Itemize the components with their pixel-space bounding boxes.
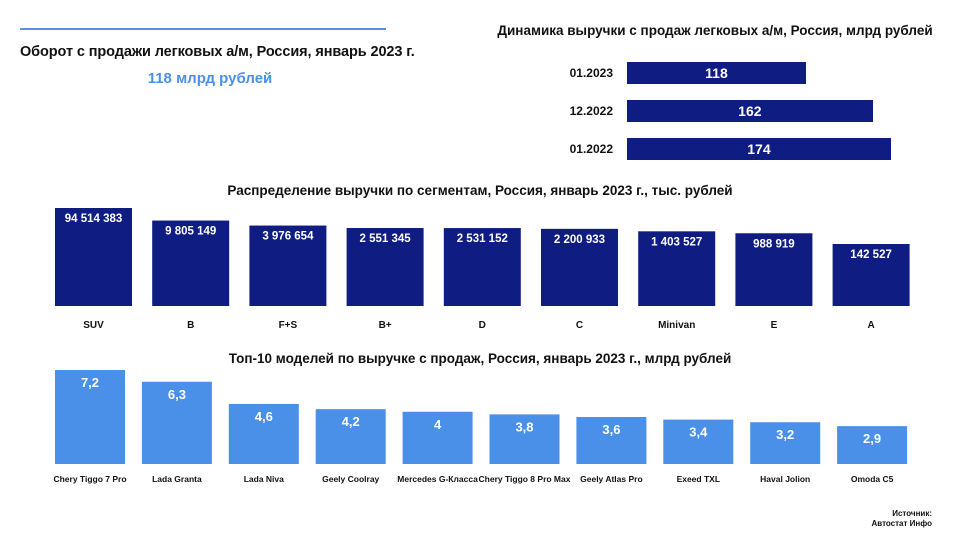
model-value-6: 3,6	[602, 422, 620, 437]
segment-label-3: B+	[379, 320, 392, 331]
segment-value-8: 142 527	[850, 249, 892, 261]
model-bar-9	[837, 426, 908, 464]
segment-bar-1	[152, 220, 230, 306]
segment-label-4: D	[479, 320, 486, 331]
top-models-title: Топ-10 моделей по выручке с продаж, Росс…	[228, 351, 732, 366]
segment-label-2: F+S	[279, 320, 298, 331]
header-accent-line	[20, 28, 386, 30]
segment-bar-2	[249, 225, 327, 306]
model-value-2: 4,6	[255, 409, 273, 424]
dynamics-label-0: 01.2023	[569, 66, 613, 80]
model-label-9: Omoda C5	[851, 474, 894, 484]
model-label-1: Lada Granta	[152, 474, 202, 484]
segment-value-6: 1 403 527	[651, 236, 702, 248]
segment-bar-6	[638, 231, 716, 306]
segment-label-0: SUV	[83, 320, 104, 331]
model-value-9: 2,9	[863, 431, 881, 446]
model-label-5: Chery Tiggo 8 Pro Max	[479, 474, 571, 484]
dynamics-value-0: 118	[705, 65, 728, 81]
segment-label-6: Minivan	[658, 320, 695, 331]
segment-value-4: 2 531 152	[457, 233, 508, 245]
model-bar-2	[228, 403, 299, 464]
dynamics-value-2: 174	[747, 141, 771, 157]
top-models-chart: 7,2 Chery Tiggo 7 Pro 6,3 Lada Granta 4,6 Lad…	[53, 370, 908, 484]
source-name: Автостат Инфо	[871, 519, 932, 528]
dynamics-label-2: 01.2022	[569, 142, 613, 156]
segment-bar-4	[443, 228, 521, 306]
model-bar-0	[55, 370, 125, 464]
segment-bar-5	[541, 228, 618, 306]
model-value-7: 3,4	[689, 425, 708, 440]
model-label-7: Exeed TXL	[677, 474, 720, 484]
model-bar-7	[663, 419, 734, 464]
source-note: Источник: Автостат Инфо	[871, 509, 932, 529]
model-bar-5	[489, 414, 560, 464]
dynamics-value-1: 162	[738, 103, 762, 119]
segments-chart: 94 514 383 SUV 9 805 149 B 3 976 654 F+S 2 551…	[55, 208, 910, 331]
model-label-8: Haval Jolion	[760, 474, 810, 484]
model-label-3: Geely Coolray	[322, 474, 379, 484]
segment-label-1: B	[187, 320, 194, 331]
segment-label-5: C	[576, 320, 583, 331]
segment-bar-3	[346, 228, 424, 306]
segment-value-3: 2 551 345	[360, 233, 412, 245]
segment-value-5: 2 200 933	[554, 234, 605, 246]
model-bar-8	[750, 422, 821, 464]
dynamics-bar-2	[627, 138, 891, 160]
model-value-5: 3,8	[515, 419, 533, 434]
segment-bar-8	[832, 244, 910, 306]
turnover-value: 118 млрд рублей	[147, 70, 273, 87]
model-label-0: Chery Tiggo 7 Pro	[53, 474, 126, 484]
model-bar-6	[576, 417, 647, 464]
segment-label-8: A	[867, 320, 874, 331]
segment-value-0: 94 514 383	[65, 213, 123, 225]
segments-title: Распределение выручки по сегментам, Росс…	[227, 183, 733, 198]
dynamics-bar-1	[627, 100, 873, 122]
model-value-3: 4,2	[342, 414, 360, 429]
segment-bar-0	[55, 208, 132, 306]
model-bar-3	[315, 409, 386, 464]
segment-value-1: 9 805 149	[165, 226, 216, 238]
dynamics-label-1: 12.2022	[569, 104, 613, 118]
source-label: Источник:	[892, 509, 932, 518]
model-label-2: Lada Niva	[244, 474, 284, 484]
model-value-8: 3,2	[776, 427, 794, 442]
segment-value-2: 3 976 654	[262, 231, 314, 243]
turnover-title: Оборот с продажи легковых а/м, Россия, я…	[20, 44, 415, 60]
segment-bar-7	[735, 233, 813, 306]
model-value-0: 7,2	[81, 375, 99, 390]
segment-value-7: 988 919	[753, 238, 795, 250]
model-bar-4	[402, 411, 473, 464]
model-bar-1	[141, 381, 212, 464]
model-label-4: Mercedes G-Класса	[397, 474, 478, 484]
model-value-1: 6,3	[168, 387, 186, 402]
dynamics-bar-0	[627, 62, 806, 84]
dynamics-title: Динамика выручки с продаж легковых а/м, …	[497, 23, 933, 38]
model-label-6: Geely Atlas Pro	[580, 474, 643, 484]
segment-label-7: E	[771, 320, 778, 331]
model-value-4: 4	[434, 417, 442, 432]
